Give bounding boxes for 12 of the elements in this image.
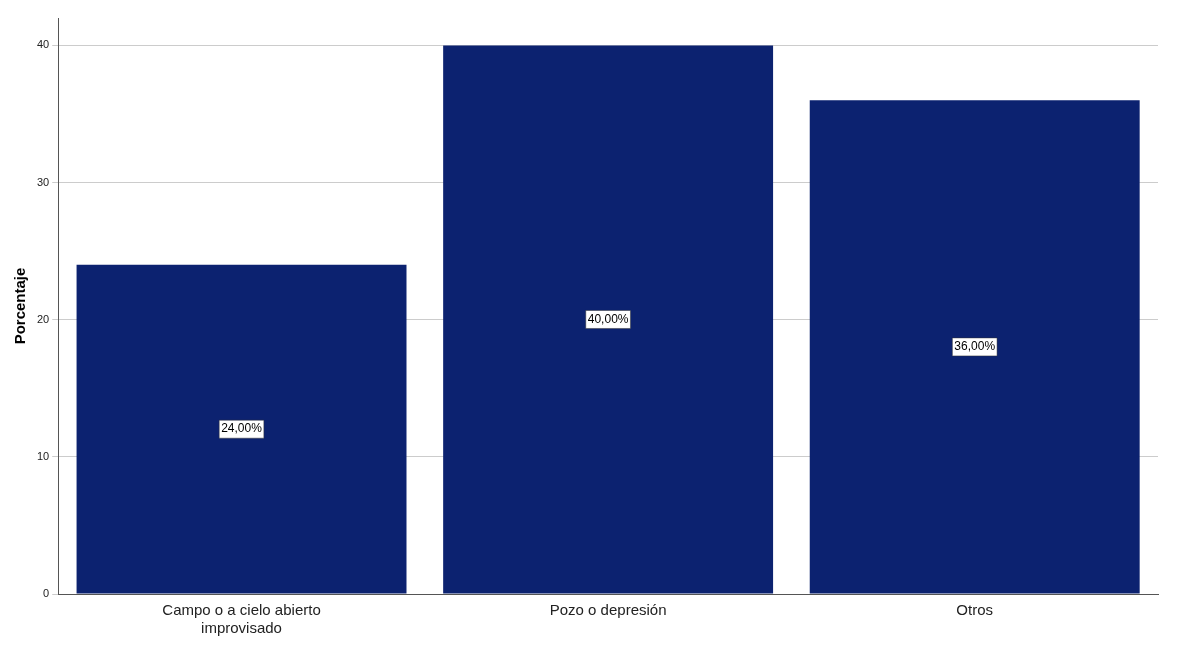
data-label: 24,00%: [221, 421, 263, 436]
x-tick-label: Otros: [956, 601, 994, 619]
y-tick-label: 40: [36, 38, 50, 51]
y-tick-label: 20: [36, 312, 50, 325]
x-tick-label: Campo o a cielo abierto improvisado: [162, 601, 321, 637]
y-tick-label: 30: [36, 175, 50, 188]
y-tick-label: 10: [36, 449, 50, 462]
y-tick-label: 0: [43, 587, 50, 600]
y-axis-title: Porcentaje: [11, 267, 29, 345]
data-label: 40,00%: [587, 311, 629, 326]
data-label: 36,00%: [954, 339, 996, 354]
x-tick-label: Pozo o depresión: [549, 601, 667, 619]
